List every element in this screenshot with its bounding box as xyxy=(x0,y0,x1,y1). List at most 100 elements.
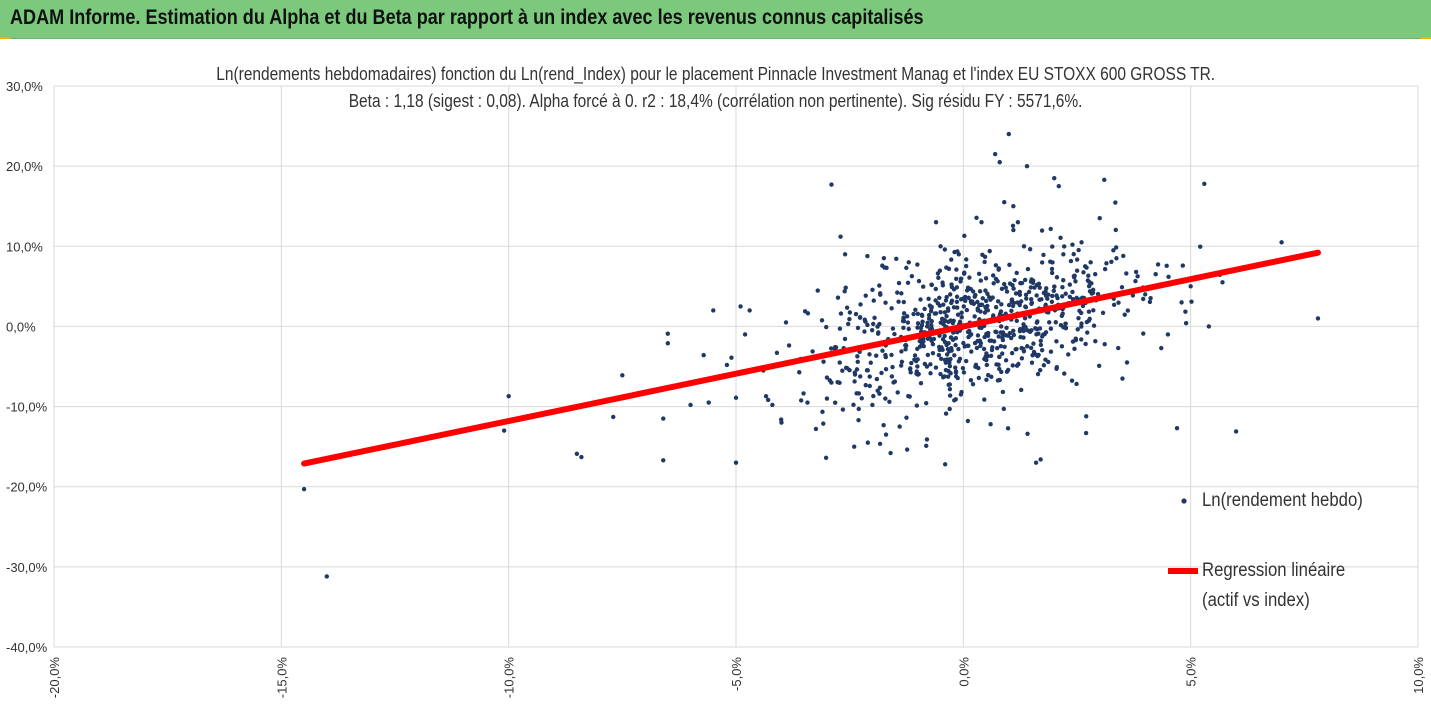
data-point xyxy=(967,328,972,334)
data-point xyxy=(778,417,784,422)
data-point xyxy=(1014,270,1019,276)
data-point xyxy=(984,377,989,382)
data-point xyxy=(933,220,939,225)
data-point xyxy=(1035,371,1041,377)
data-point xyxy=(953,370,959,375)
data-point xyxy=(921,344,926,349)
data-point xyxy=(908,370,913,375)
data-point xyxy=(919,313,925,319)
data-point xyxy=(1183,321,1189,326)
data-point xyxy=(1031,341,1036,346)
data-point xyxy=(805,311,811,316)
data-point xyxy=(1043,302,1048,307)
y-tick-label: -10,0% xyxy=(6,400,48,415)
data-point xyxy=(856,417,861,423)
data-point xyxy=(837,360,842,365)
data-point xyxy=(953,365,958,370)
data-point xyxy=(896,280,902,286)
data-point xyxy=(1009,297,1015,302)
data-point xyxy=(1000,389,1006,395)
data-point xyxy=(733,460,739,465)
data-point xyxy=(574,451,580,457)
chart-title-line1: Ln(rendements hebdomadaires) fonction du… xyxy=(216,64,1215,84)
data-point xyxy=(1086,309,1092,314)
data-point xyxy=(992,151,998,157)
data-point xyxy=(1006,131,1011,137)
data-point xyxy=(958,279,963,284)
data-point xyxy=(1233,429,1239,434)
data-point xyxy=(1070,297,1076,302)
data-point xyxy=(1079,337,1084,342)
data-point xyxy=(1041,363,1047,368)
data-point xyxy=(908,366,913,371)
data-point xyxy=(867,374,872,379)
data-point xyxy=(1083,341,1088,347)
data-point xyxy=(925,352,931,358)
data-point xyxy=(1062,371,1067,376)
data-point xyxy=(1206,324,1212,329)
data-point xyxy=(1036,281,1042,286)
data-point xyxy=(969,349,974,354)
data-point xyxy=(1048,226,1053,232)
data-point xyxy=(970,289,976,294)
data-point xyxy=(1183,309,1188,314)
data-point xyxy=(1220,280,1225,285)
data-point xyxy=(941,302,946,307)
data-point xyxy=(828,346,834,351)
data-point xyxy=(738,304,743,309)
data-point xyxy=(1315,316,1321,321)
data-point xyxy=(901,325,906,331)
data-point xyxy=(904,314,910,319)
data-point xyxy=(975,299,980,305)
data-point xyxy=(944,342,949,348)
data-point xyxy=(1019,356,1025,361)
data-point xyxy=(983,276,989,281)
data-point xyxy=(990,295,995,300)
data-point xyxy=(1001,281,1007,287)
data-point xyxy=(1006,302,1012,308)
data-point xyxy=(1038,342,1044,348)
data-point xyxy=(1034,293,1039,298)
data-point xyxy=(856,406,861,412)
data-point xyxy=(936,275,941,281)
data-point xyxy=(786,343,792,348)
data-point xyxy=(899,349,904,354)
data-point xyxy=(961,271,967,276)
data-point xyxy=(968,332,974,337)
data-point xyxy=(938,244,943,249)
data-point xyxy=(1002,344,1007,349)
data-point xyxy=(1050,244,1055,249)
data-point xyxy=(852,444,857,449)
data-point xyxy=(506,393,511,399)
data-point xyxy=(879,370,884,376)
data-point xyxy=(1143,292,1148,297)
data-point xyxy=(1069,378,1075,383)
data-point xyxy=(1122,312,1127,317)
data-point xyxy=(972,314,977,319)
data-point xyxy=(984,351,989,356)
data-point xyxy=(1091,323,1097,328)
data-point xyxy=(896,299,901,304)
data-point xyxy=(1084,414,1089,419)
legend-scatter-marker xyxy=(1181,498,1187,504)
data-point xyxy=(1070,289,1075,295)
data-point xyxy=(324,574,329,579)
data-point xyxy=(954,305,960,310)
data-point xyxy=(805,400,810,405)
data-point xyxy=(904,415,909,420)
data-point xyxy=(1015,300,1020,305)
data-point xyxy=(821,359,826,364)
data-point xyxy=(938,371,943,377)
data-point xyxy=(930,351,936,356)
y-tick-label: 30,0% xyxy=(6,79,43,94)
data-point xyxy=(942,462,948,467)
data-point xyxy=(960,365,966,371)
data-point xyxy=(928,362,933,367)
data-point xyxy=(948,318,953,323)
data-point xyxy=(989,374,994,380)
data-point xyxy=(995,299,1001,304)
data-point xyxy=(801,391,806,396)
data-point xyxy=(887,399,892,404)
legend-regression-label-2: (actif vs index) xyxy=(1202,590,1310,611)
data-point xyxy=(892,331,897,337)
